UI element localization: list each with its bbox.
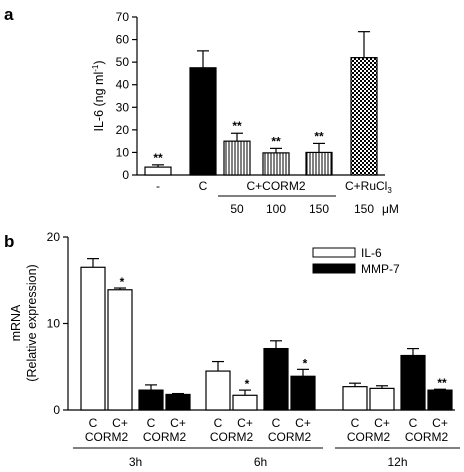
panel-a-dose-50: 50 [230,202,244,216]
panel-b-y-tick-label: 20 [47,230,61,244]
panel-b-bar-label: C+ [112,416,128,430]
legend-label-mmp7: MMP-7 [361,262,400,276]
panel-b-bar-label: C+ [374,416,390,430]
panel-b-significance-label: * [245,377,250,391]
legend-swatch-mmp7 [312,263,356,274]
panel-a-axes: 0 10 20 30 40 50 60 70 [116,10,385,182]
legend-swatch-il6 [312,247,356,258]
panel-b-bar-il6 [369,387,395,411]
panel-a-label-cytokine: C [199,179,208,193]
panel-b-bar-label: C [214,416,223,430]
panel-b-bar-label: C [147,416,156,430]
panel-a-bar [305,151,333,176]
panel-label-a: a [4,5,14,24]
panel-a-bar [350,57,378,176]
panel-a-y-tick-label: 20 [116,123,130,137]
panel-b-bar-il6 [205,370,231,411]
panel-a-y-tick-label: 10 [116,145,130,159]
panel-b-corm2-label: CORM2 [405,430,449,444]
panel-b-y-tick-label: 0 [53,403,60,417]
panel-b-bar-il6 [342,386,368,411]
panel-b-bar-label: C [351,416,360,430]
panel-a-dose-100: 100 [266,202,286,216]
panel-a-significance-label: ** [271,134,281,148]
panel-b-bar-label: C+ [432,416,448,430]
panel-a-significance-label: ** [232,119,242,133]
panel-a-dose-unit: μM [382,202,399,216]
panel-b-bar-il6 [107,289,133,411]
panel-b-time-label: 3h [129,455,142,469]
panel-b-bar-label: C [272,416,281,430]
panel-b-time-label: 6h [254,455,267,469]
panel-b-bar-mmp7 [165,393,191,411]
panel-b-significance-label: ** [437,376,447,390]
panel-b-bar-mmp7 [263,347,289,411]
panel-b-y-axis-subtitle: (Relative expression) [25,264,39,381]
panel-b-corm2-label: CORM2 [268,430,312,444]
panel-b-significance-label: * [303,356,308,370]
panel-a-y-tick-label: 70 [116,10,130,24]
panel-b-corm2-label: CORM2 [143,430,187,444]
panel-a-bar [189,67,217,176]
panel-a-dose-150-rucl3: 150 [354,202,374,216]
panel-b-time-label: 12h [387,455,407,469]
panel-a-bar [262,152,290,176]
panel-a-y-tick-label: 50 [116,55,130,69]
panel-b-bar-mmp7 [290,375,316,411]
panel-b-bar-label: C [89,416,98,430]
panel-b-bar-mmp7 [427,389,453,411]
panel-b-significance-label: * [120,275,125,289]
panel-a-label-rucl3: C+RuCl3 [345,179,392,195]
panel-a-label-corm2: C+CORM2 [246,179,305,193]
panel-b-corm2-label: CORM2 [210,430,254,444]
panel-b-corm2-label: CORM2 [347,430,391,444]
panel-b-legend: IL-6 MMP-7 [312,246,400,276]
panel-a-y-tick-label: 40 [116,78,130,92]
panel-b-bar-il6 [80,266,106,411]
panel-b-bar-il6 [232,394,258,411]
panel-a-significance-label: ** [153,151,163,165]
legend-label-il6: IL-6 [361,246,382,260]
panel-a-bar [144,166,172,176]
panel-b-bar-label: C+ [295,416,311,430]
panel-a-label-control: - [156,179,160,193]
panel-a-dose-150: 150 [309,202,329,216]
panel-a-y-tick-label: 60 [116,33,130,47]
panel-label-b: b [4,232,14,251]
panel-a-y-tick-label: 0 [122,168,129,182]
panel-b-bar-mmp7 [138,389,164,411]
panel-a-y-tick-label: 30 [116,100,130,114]
panel-b-bar-mmp7 [400,354,426,411]
panel-b-bar-label: C [409,416,418,430]
panel-b-bar-label: C+ [170,416,186,430]
panel-a-bar [223,140,251,176]
panel-a-significance-label: ** [314,129,324,143]
panel-a-y-axis-title: IL-6 (ng ml-1) [91,60,106,131]
panel-b-y-tick-label: 10 [47,317,61,331]
panel-b-y-axis-title: mRNA [9,304,23,341]
panel-b-corm2-label: CORM2 [85,430,129,444]
panel-b-bar-label: C+ [237,416,253,430]
